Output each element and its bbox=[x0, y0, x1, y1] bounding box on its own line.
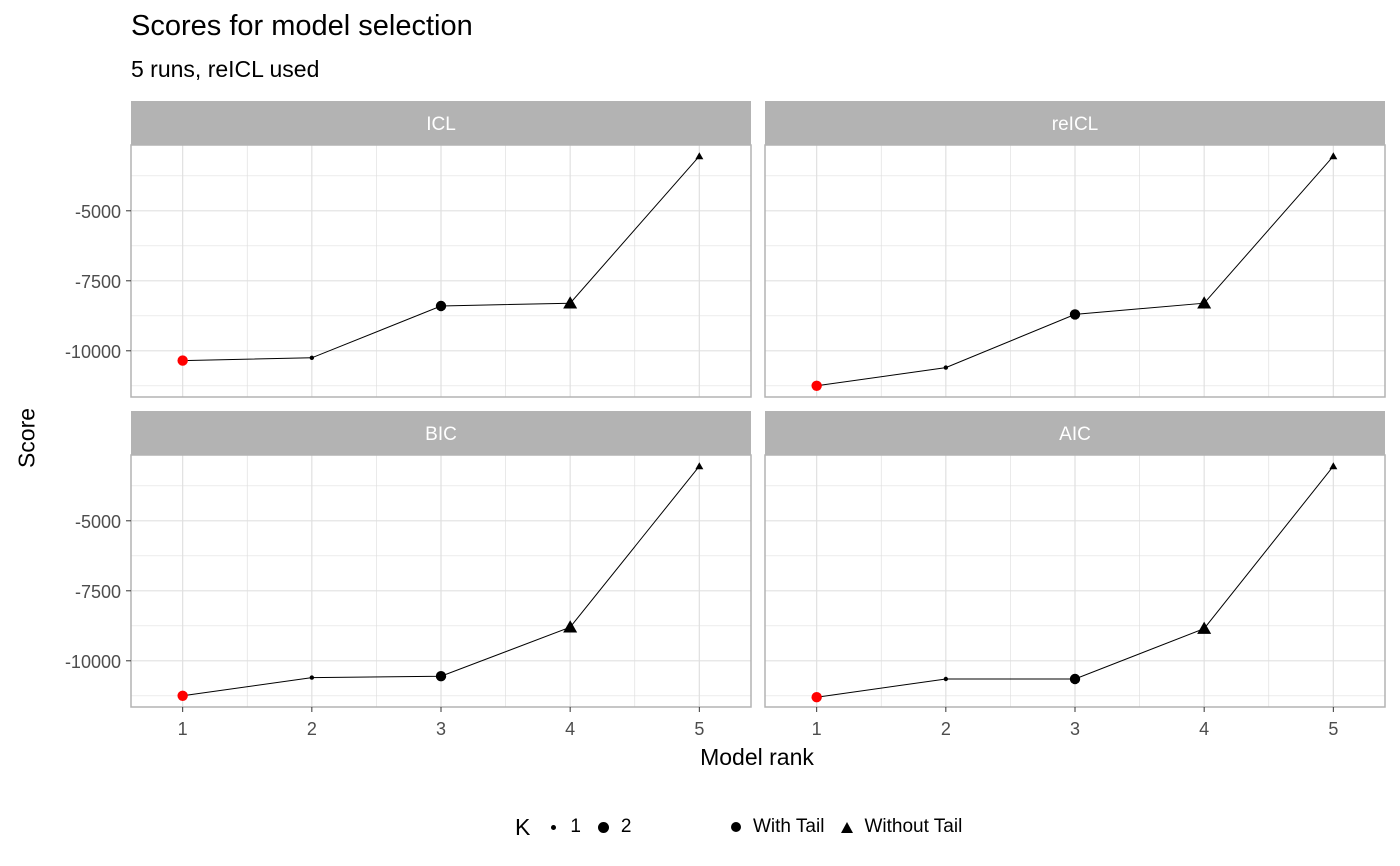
strip-bg bbox=[131, 411, 751, 455]
data-point-circle bbox=[177, 690, 188, 701]
panel-border bbox=[130, 144, 752, 398]
strip-label: reICL bbox=[1052, 114, 1098, 135]
legend-shape-label-with-tail: With Tail bbox=[753, 816, 825, 837]
chart-subtitle: 5 runs, reICL used bbox=[131, 56, 320, 82]
data-point-circle bbox=[309, 355, 315, 360]
legend-shape: With Tail Without Tail bbox=[727, 812, 976, 842]
data-point-triangle bbox=[695, 152, 704, 160]
x-tick-label: 3 bbox=[436, 719, 446, 739]
small-dot-icon bbox=[550, 824, 556, 830]
y-tick-label: -7500 bbox=[75, 272, 121, 292]
data-point-triangle bbox=[563, 620, 578, 633]
y-tick-label: -5000 bbox=[75, 512, 121, 532]
x-tick-label: 2 bbox=[307, 719, 317, 739]
data-point-circle bbox=[435, 300, 447, 312]
x-tick-label: 4 bbox=[565, 719, 575, 739]
data-point-circle bbox=[811, 692, 822, 703]
y-tick-label: -5000 bbox=[75, 202, 121, 222]
strip-bg bbox=[765, 101, 1385, 145]
data-point-circle bbox=[309, 675, 315, 680]
legend-size-item-2: 2 bbox=[595, 816, 632, 838]
strip-label: ICL bbox=[426, 114, 456, 135]
panel-reicl: reICL bbox=[764, 101, 1386, 398]
triangle-icon bbox=[841, 821, 854, 833]
data-point-circle bbox=[943, 365, 949, 370]
y-tick-label: -10000 bbox=[65, 342, 121, 362]
data-point-triangle bbox=[563, 296, 578, 309]
data-point-triangle bbox=[695, 462, 704, 470]
data-point-circle bbox=[177, 355, 188, 366]
x-tick-label: 4 bbox=[1199, 719, 1209, 739]
legend-size: K 1 2 bbox=[515, 812, 646, 842]
x-tick-label: 2 bbox=[941, 719, 951, 739]
data-point-circle bbox=[1069, 309, 1081, 320]
strip-label: BIC bbox=[425, 424, 457, 445]
strip-bg bbox=[131, 101, 751, 145]
data-point-triangle bbox=[1197, 296, 1212, 309]
legend-shape-label-without-tail: Without Tail bbox=[864, 816, 963, 837]
panel-bic: BIC -5000 -7500 -10000 1 2 3 4 5 bbox=[65, 411, 752, 739]
strip-bg bbox=[765, 411, 1385, 455]
x-tick-label: 1 bbox=[812, 719, 822, 739]
legend-size-label-2: 2 bbox=[620, 816, 632, 837]
data-point-triangle bbox=[1329, 462, 1338, 470]
data-point-circle bbox=[811, 380, 822, 391]
panel-aic: AIC 1 2 3 4 5 bbox=[764, 411, 1386, 739]
circle-icon bbox=[731, 822, 741, 832]
x-tick-label: 5 bbox=[1328, 719, 1338, 739]
data-point-circle bbox=[435, 671, 447, 682]
panel-border bbox=[764, 144, 1386, 398]
legend-shape-item-without-tail: Without Tail bbox=[838, 816, 962, 838]
large-dot-icon bbox=[598, 821, 610, 833]
panel-icl: ICL -5000 -7500 -10000 bbox=[65, 101, 752, 398]
legend-size-title: K bbox=[515, 813, 531, 840]
x-tick-label: 1 bbox=[178, 719, 188, 739]
x-tick-label: 3 bbox=[1070, 719, 1080, 739]
data-point-circle bbox=[943, 676, 949, 682]
y-tick-label: -7500 bbox=[75, 582, 121, 602]
data-point-triangle bbox=[1329, 152, 1338, 160]
strip-label: AIC bbox=[1059, 424, 1091, 445]
legend-size-item-1: 1 bbox=[544, 816, 581, 838]
legend-size-label-1: 1 bbox=[570, 816, 581, 837]
x-axis-label: Model rank bbox=[700, 744, 814, 770]
data-point-circle bbox=[1069, 673, 1081, 685]
y-tick-label: -10000 bbox=[65, 652, 121, 672]
legend-shape-item-with-tail: With Tail bbox=[727, 816, 824, 838]
data-point-triangle bbox=[1197, 621, 1212, 634]
x-tick-label: 5 bbox=[694, 719, 704, 739]
chart-title: Scores for model selection bbox=[131, 10, 473, 42]
